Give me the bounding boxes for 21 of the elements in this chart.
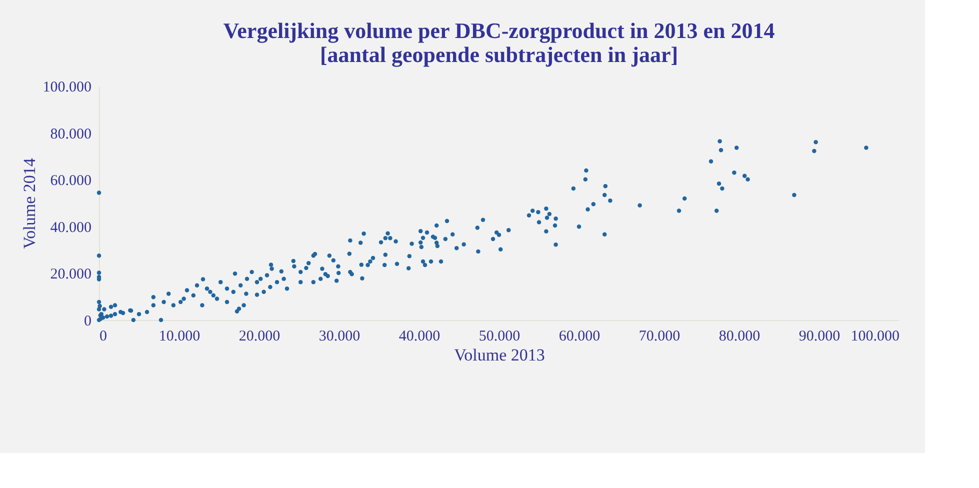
y-tick-label: 20.000 [50, 266, 92, 283]
x-tick-label: 60.000 [558, 328, 600, 344]
y-tick-label: 60.000 [50, 173, 92, 190]
y-tick-label: 0 [84, 314, 92, 330]
text: [aantal geopende subtrajecten in jaar] [320, 42, 678, 67]
x-tick-label: 40.000 [398, 328, 440, 344]
x-tick-label: 30.000 [318, 328, 360, 344]
y-axis-title: Volume 2014 [20, 158, 39, 249]
x-tick-label: 0 [100, 328, 107, 344]
y-tick-label: 100.000 [42, 80, 92, 96]
y-tick-label: 80.000 [50, 126, 92, 142]
x-tick-label: 10.000 [158, 328, 200, 344]
x-tick-label: 20.000 [238, 328, 280, 344]
y-tick-label: 40.000 [50, 220, 92, 236]
text: Vergelijking volume per DBC-zorgproduct in 2013 en 2014 [223, 18, 775, 43]
x-tick-label: 70.000 [638, 328, 680, 344]
x-tick-label: 80.000 [718, 328, 760, 344]
x-tick-label: 100.000 [850, 328, 900, 344]
x-tick-label: 90.000 [798, 328, 840, 344]
x-tick-label: 50.000 [478, 328, 520, 344]
x-axis-title: Volume 2013 [454, 346, 545, 364]
